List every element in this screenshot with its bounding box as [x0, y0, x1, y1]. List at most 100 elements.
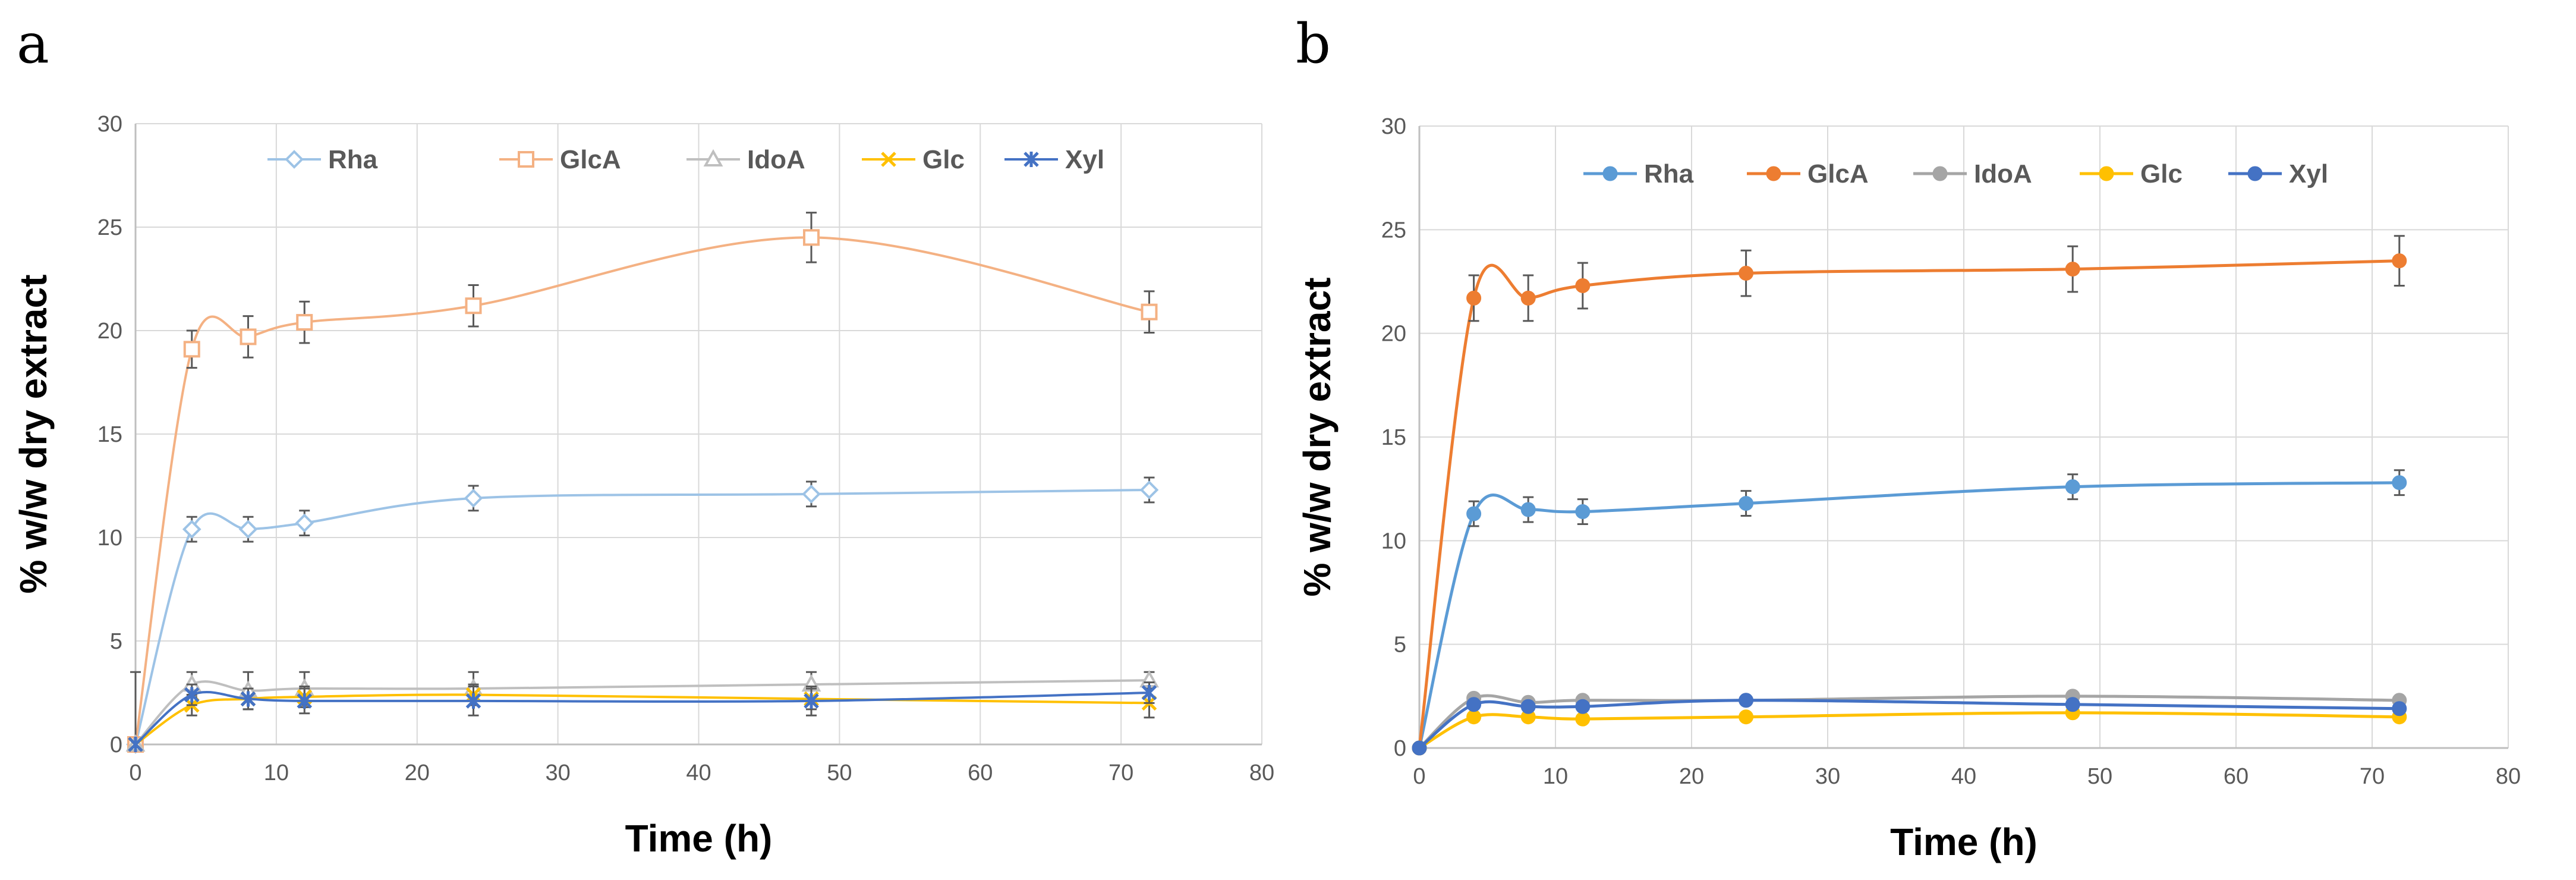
legend-label: Xyl	[1065, 145, 1104, 174]
data-point	[2065, 479, 2080, 495]
data-point	[1575, 711, 1591, 727]
series-glc	[128, 683, 1157, 752]
x-tick-label: 30	[545, 760, 570, 785]
series-idoa	[125, 670, 1159, 752]
legend-marker	[2099, 166, 2114, 181]
series-rha	[126, 476, 1159, 754]
data-point	[295, 513, 314, 533]
data-point	[297, 693, 313, 709]
legend-marker	[518, 151, 534, 168]
data-point	[240, 328, 257, 345]
data-point	[2392, 253, 2407, 269]
series-idoa	[1412, 689, 2407, 756]
legend-item-glca: GlcA	[1747, 159, 1869, 188]
data-point	[1520, 290, 1536, 306]
data-point	[2065, 697, 2080, 712]
data-point	[183, 341, 200, 358]
series-glca	[127, 212, 1158, 753]
data-point	[1520, 699, 1536, 714]
legend-item-xyl: Xyl	[2228, 159, 2328, 188]
data-point	[182, 520, 201, 539]
y-axis-title: % w/w dry extract	[12, 274, 55, 593]
series-rha	[1412, 469, 2407, 756]
y-axis-title: % w/w dry extract	[1296, 277, 1339, 596]
legend-marker	[285, 150, 304, 169]
series-line	[1418, 711, 2399, 750]
y-tick-label: 30	[97, 112, 122, 137]
data-point	[2065, 262, 2080, 277]
data-point	[1141, 685, 1157, 700]
data-point	[1139, 480, 1159, 499]
data-point	[2392, 701, 2407, 716]
legend-label: Rha	[328, 145, 378, 174]
legend-item-idoa: IdoA	[686, 145, 805, 174]
legend-item-xyl: Xyl	[1004, 145, 1104, 174]
chart-panel-a: a 0 5 10 15 20 25 30 0 10 20 30 40 50 60 70 80 Time (h) % …	[12, 12, 1274, 860]
x-axis-title: Time (h)	[1890, 821, 2038, 863]
x-tick-label: 80	[1249, 760, 1274, 785]
y-tick-label: 10	[1381, 529, 1406, 554]
panel-letter: b	[1296, 12, 1331, 76]
data-point	[1739, 266, 1754, 281]
data-point	[1520, 502, 1536, 517]
series-line	[1418, 699, 2399, 749]
x-tick-label: 70	[2360, 764, 2385, 789]
data-point	[240, 691, 256, 707]
legend-label: GlcA	[560, 145, 621, 174]
legend-marker	[2247, 166, 2263, 181]
data-point	[128, 737, 143, 752]
series-xyl	[1412, 693, 2407, 756]
x-tick-label: 10	[264, 760, 289, 785]
x-tick-label: 10	[1543, 764, 1568, 789]
y-tick-label: 30	[1381, 114, 1406, 139]
y-tick-label: 20	[1381, 322, 1406, 347]
x-tick-label: 60	[968, 760, 993, 785]
legend-item-rha: Rha	[1583, 159, 1694, 188]
data-point	[1141, 303, 1158, 320]
legend-item-glc: Glc	[862, 145, 965, 174]
y-tick-label: 10	[97, 526, 122, 551]
legend-marker	[1024, 152, 1039, 167]
data-point	[1575, 504, 1591, 520]
data-point	[238, 520, 258, 539]
series-line	[134, 236, 1150, 745]
data-point	[465, 297, 482, 315]
data-point	[1412, 740, 1427, 756]
x-tick-label: 70	[1109, 760, 1133, 785]
x-tick-label: 80	[2496, 764, 2521, 789]
legend-label: IdoA	[1974, 159, 2032, 188]
data-point	[1466, 290, 1482, 306]
data-point	[803, 229, 820, 246]
legend-item-glc: Glc	[2080, 159, 2183, 188]
legend-marker	[1932, 166, 1948, 181]
y-tick-label: 25	[97, 215, 122, 240]
data-point	[296, 314, 313, 331]
data-point	[2392, 475, 2407, 491]
legend-label: Glc	[922, 145, 965, 174]
data-point	[1466, 506, 1482, 521]
series-line	[134, 690, 1150, 746]
data-point	[1466, 709, 1482, 725]
x-tick-label: 50	[827, 760, 852, 785]
data-point	[802, 485, 821, 504]
legend-label: GlcA	[1807, 159, 1869, 188]
x-tick-label: 0	[129, 760, 141, 785]
legend-marker	[703, 149, 723, 166]
legend-item-rha: Rha	[267, 145, 378, 174]
data-point	[1739, 496, 1754, 511]
y-tick-label: 20	[97, 319, 122, 344]
x-tick-label: 50	[2087, 764, 2112, 789]
legend-marker	[1766, 166, 1781, 181]
x-tick-label: 30	[1815, 764, 1840, 789]
y-tick-label: 15	[1381, 425, 1406, 450]
legend-marker	[881, 152, 896, 167]
legend-item-idoa: IdoA	[1913, 159, 2032, 188]
series-line	[1418, 694, 2399, 749]
y-tick-label: 25	[1381, 218, 1406, 243]
data-point	[1466, 697, 1482, 712]
data-point	[1575, 278, 1591, 293]
y-tick-label: 5	[1394, 633, 1406, 658]
data-point	[464, 489, 483, 508]
y-tick-label: 5	[110, 629, 122, 654]
